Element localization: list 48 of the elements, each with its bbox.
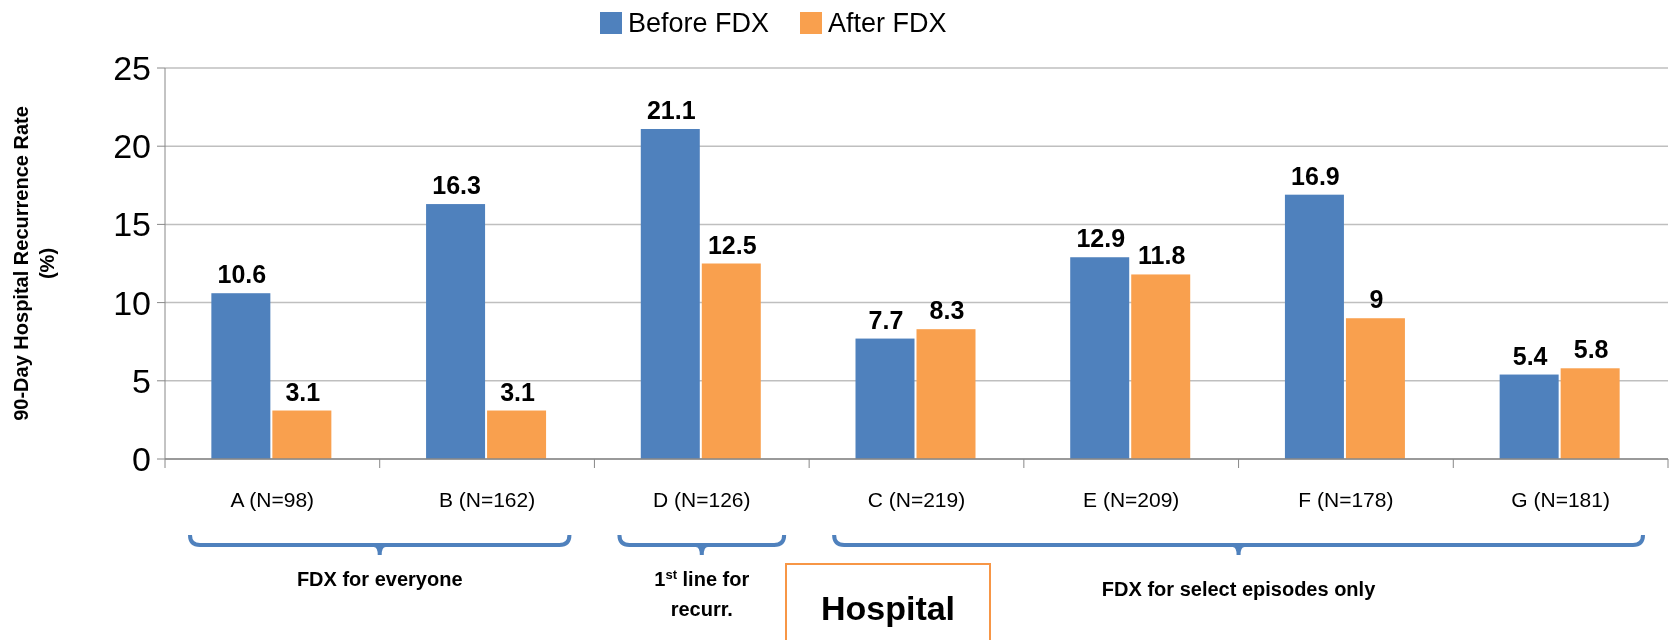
data-label: 7.7	[868, 305, 904, 334]
bar	[1560, 368, 1620, 459]
data-label: 11.8	[1138, 241, 1186, 270]
x-tick-label: F (N=178)	[1298, 488, 1394, 511]
y-tick-label: 5	[132, 361, 151, 400]
bar	[916, 329, 976, 459]
y-tick-label: 10	[113, 283, 151, 322]
bar	[1284, 194, 1344, 459]
bar	[640, 129, 700, 459]
bar	[426, 204, 486, 459]
legend-label: After FDX	[828, 8, 947, 38]
text: FDX for everyone	[296, 568, 463, 590]
y-axis-title: 90-Day Hospital Recurrence Rate (%)	[10, 106, 58, 421]
bar	[1499, 374, 1559, 459]
y-tick-label: 20	[113, 127, 151, 166]
data-label: 5.4	[1512, 341, 1548, 370]
text: FDX for select episodes only	[1101, 578, 1377, 600]
text: 1$^{st}$ line for recurr.	[654, 566, 750, 620]
legend-label: Before FDX	[628, 8, 770, 38]
data-label: 16.9	[1291, 161, 1340, 190]
x-tick-label: A (N=98)	[230, 488, 315, 511]
data-label: 12.9	[1076, 224, 1126, 253]
bar	[1070, 257, 1130, 459]
data-label: 9	[1369, 285, 1384, 314]
data-label: 8.3	[929, 296, 965, 325]
bar	[855, 338, 915, 459]
y-tick-label: 25	[113, 48, 151, 87]
x-tick-label: D (N=126)	[653, 488, 751, 511]
bar	[211, 293, 271, 459]
x-tick-label: B (N=162)	[438, 488, 536, 511]
data-label: 16.3	[432, 171, 481, 200]
bar	[272, 410, 332, 459]
data-label: 12.5	[707, 230, 757, 259]
bar	[1131, 274, 1191, 459]
x-tick-label: E (N=209)	[1083, 488, 1180, 511]
data-label: 10.6	[217, 260, 267, 289]
data-label: 21.1	[646, 96, 696, 124]
bar	[487, 410, 547, 459]
data-label: 3.1	[285, 377, 321, 406]
data-label: 5.8	[1573, 335, 1609, 364]
y-tick-label: 15	[113, 205, 151, 244]
text: Hospital	[820, 589, 956, 627]
x-tick-label: C (N=219)	[867, 488, 966, 511]
bar	[701, 263, 761, 459]
x-tick-label: G (N=181)	[1511, 488, 1610, 511]
y-tick-label: 0	[132, 439, 151, 478]
bar	[1345, 318, 1405, 459]
data-label: 3.1	[500, 377, 536, 406]
